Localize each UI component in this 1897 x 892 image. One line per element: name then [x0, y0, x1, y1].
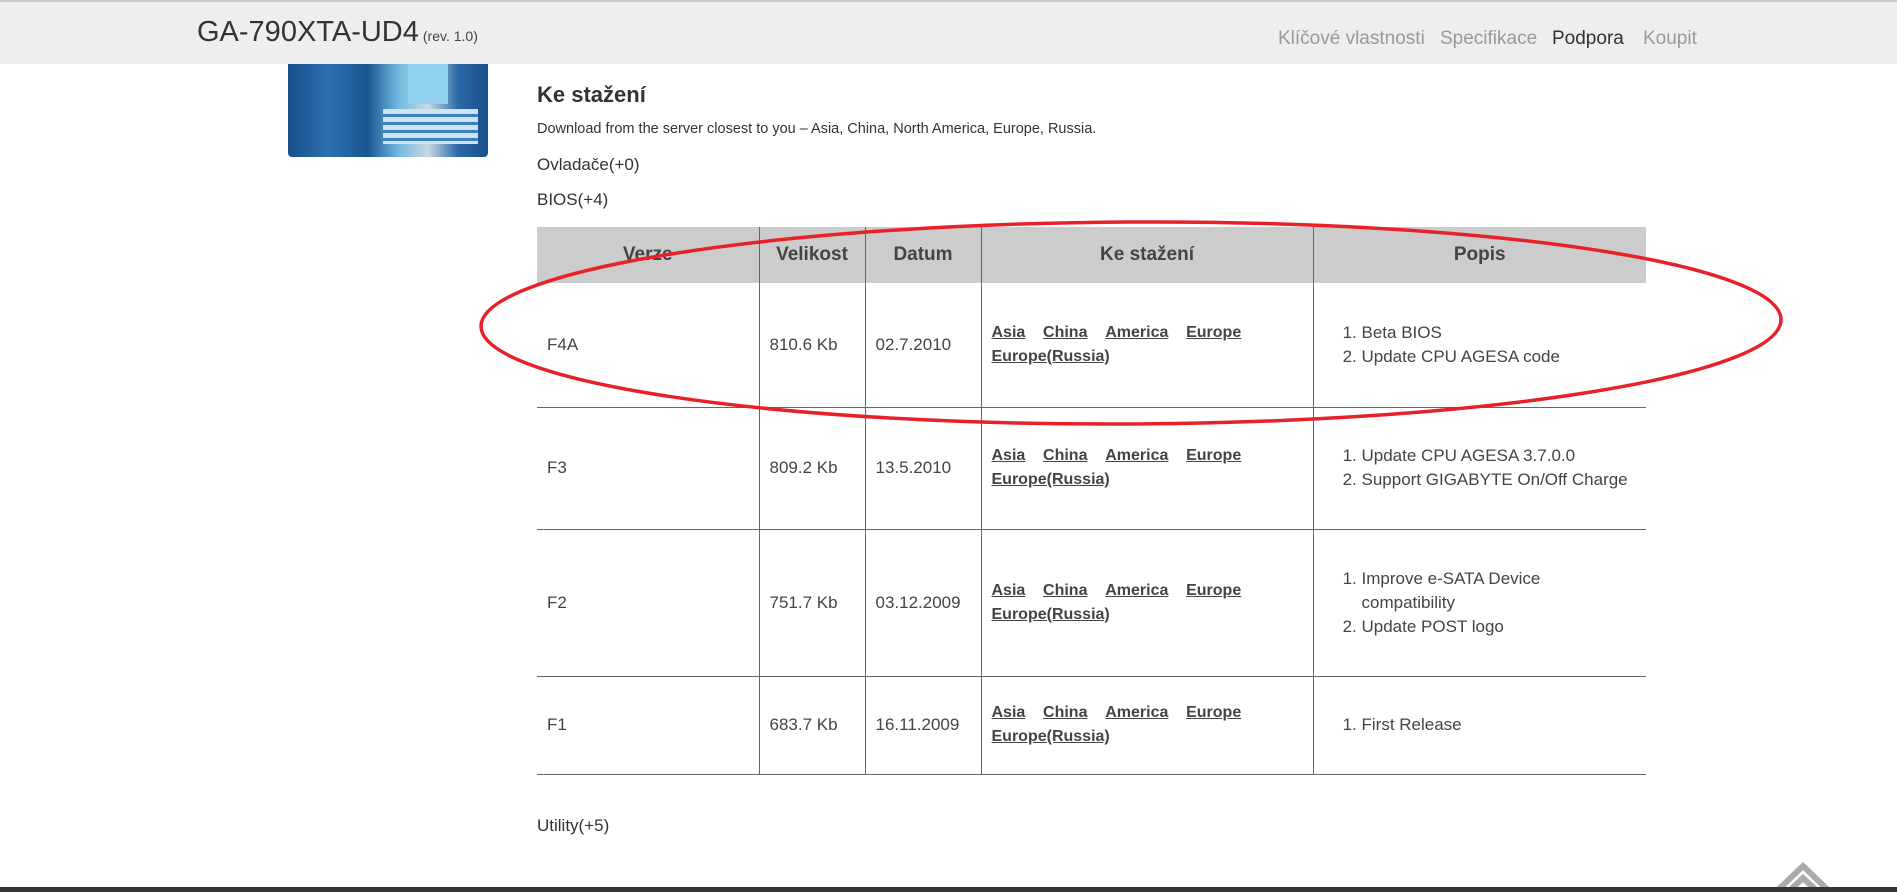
download-link[interactable]: Europe: [1186, 704, 1242, 721]
version-cell: F2: [537, 529, 759, 677]
download-intro: Download from the server closest to you …: [537, 121, 1097, 137]
download-links-cell: Asia China America Europe Europe(Russia): [980, 676, 1313, 775]
date-cell: 13.5.2010: [864, 407, 981, 530]
table-row: F2 751.7 Kb 03.12.2009 Asia China Americ…: [537, 529, 1646, 677]
description-item: Update CPU AGESA 3.7.0.0: [1362, 444, 1637, 468]
version-cell: F3: [537, 407, 759, 530]
download-links-cell: Asia China America Europe Europe(Russia): [980, 529, 1313, 677]
col-version: Verze: [537, 227, 759, 283]
download-link[interactable]: America: [1105, 704, 1169, 721]
download-link[interactable]: America: [1105, 447, 1169, 464]
date-cell: 16.11.2009: [864, 676, 981, 775]
description-item: Improve e-SATA Device compatibility: [1362, 567, 1637, 615]
download-link[interactable]: China: [1043, 704, 1088, 721]
nav-buy[interactable]: Koupit: [1643, 28, 1697, 49]
table-row: F4A 810.6 Kb 02.7.2010 Asia China Americ…: [537, 283, 1646, 408]
category-drivers[interactable]: Ovladače(+0): [537, 155, 640, 174]
double-chevron-up-icon[interactable]: [1768, 848, 1838, 892]
size-cell: 809.2 Kb: [758, 407, 865, 530]
description-cell: Improve e-SATA Device compatibilityUpdat…: [1312, 529, 1646, 677]
download-link[interactable]: Europe(Russia): [991, 471, 1110, 488]
downloads-heading: Ke stažení: [537, 82, 646, 107]
size-cell: 683.7 Kb: [758, 676, 865, 775]
download-link[interactable]: Asia: [991, 447, 1026, 464]
version-cell: F1: [537, 676, 759, 775]
col-date: Datum: [864, 227, 981, 283]
nav-specifications[interactable]: Specifikace: [1440, 28, 1538, 49]
download-link[interactable]: Asia: [991, 581, 1026, 599]
download-link[interactable]: America: [1105, 323, 1169, 341]
col-size: Velikost: [758, 227, 865, 283]
version-cell: F4A: [537, 283, 759, 408]
download-link[interactable]: America: [1105, 581, 1169, 599]
download-link[interactable]: Europe: [1186, 323, 1242, 341]
date-cell: 03.12.2009: [864, 529, 981, 677]
product-revision: (rev. 1.0): [422, 28, 478, 44]
description-cell: First Release: [1312, 676, 1646, 775]
category-utility[interactable]: Utility(+5): [537, 816, 610, 835]
download-link[interactable]: Asia: [991, 323, 1026, 341]
footer-bar: [0, 887, 1897, 892]
bios-table: Verze Velikost Datum Ke stažení Popis F4…: [537, 227, 1646, 775]
product-title: GA-790XTA-UD4 (rev. 1.0): [197, 16, 478, 49]
description-list: Beta BIOSUpdate CPU AGESA code: [1324, 321, 1637, 369]
download-link[interactable]: China: [1043, 447, 1088, 464]
category-bios[interactable]: BIOS(+4): [537, 190, 609, 209]
description-cell: Beta BIOSUpdate CPU AGESA code: [1312, 283, 1646, 408]
description-list: Improve e-SATA Device compatibilityUpdat…: [1324, 567, 1637, 639]
download-links-cell: Asia China America Europe Europe(Russia): [980, 283, 1313, 408]
description-list: First Release: [1324, 713, 1637, 737]
download-link[interactable]: China: [1043, 323, 1088, 341]
size-cell: 810.6 Kb: [758, 283, 865, 408]
product-name: GA-790XTA-UD4: [197, 16, 419, 48]
description-list: Update CPU AGESA 3.7.0.0Support GIGABYTE…: [1324, 444, 1637, 492]
table-row: F1 683.7 Kb 16.11.2009 Asia China Americ…: [537, 676, 1646, 775]
download-link[interactable]: Europe(Russia): [991, 728, 1110, 745]
download-links-cell: Asia China America Europe Europe(Russia): [980, 407, 1313, 530]
col-description: Popis: [1312, 227, 1646, 283]
nav-support[interactable]: Podpora: [1552, 28, 1624, 49]
size-cell: 751.7 Kb: [758, 529, 865, 677]
motherboard-image: [288, 64, 488, 157]
description-item: Beta BIOS: [1362, 321, 1637, 345]
download-link[interactable]: Europe: [1186, 447, 1242, 464]
download-link[interactable]: Asia: [991, 704, 1026, 721]
table-row: F3 809.2 Kb 13.5.2010 Asia China America…: [537, 407, 1646, 530]
download-link[interactable]: Europe(Russia): [991, 605, 1110, 623]
nav-key-features[interactable]: Klíčové vlastnosti: [1278, 28, 1425, 49]
date-cell: 02.7.2010: [864, 283, 981, 408]
col-download: Ke stažení: [980, 227, 1313, 283]
table-header-row: Verze Velikost Datum Ke stažení Popis: [537, 227, 1646, 283]
description-item: Update POST logo: [1362, 615, 1637, 639]
download-link[interactable]: China: [1043, 581, 1088, 599]
top-header: GA-790XTA-UD4 (rev. 1.0) Klíčové vlastnos…: [0, 0, 1897, 64]
description-cell: Update CPU AGESA 3.7.0.0Support GIGABYTE…: [1312, 407, 1646, 530]
download-link[interactable]: Europe(Russia): [991, 347, 1110, 365]
download-link[interactable]: Europe: [1186, 581, 1242, 599]
description-item: Support GIGABYTE On/Off Charge: [1362, 468, 1637, 492]
description-item: Update CPU AGESA code: [1362, 345, 1637, 369]
description-item: First Release: [1362, 713, 1637, 737]
